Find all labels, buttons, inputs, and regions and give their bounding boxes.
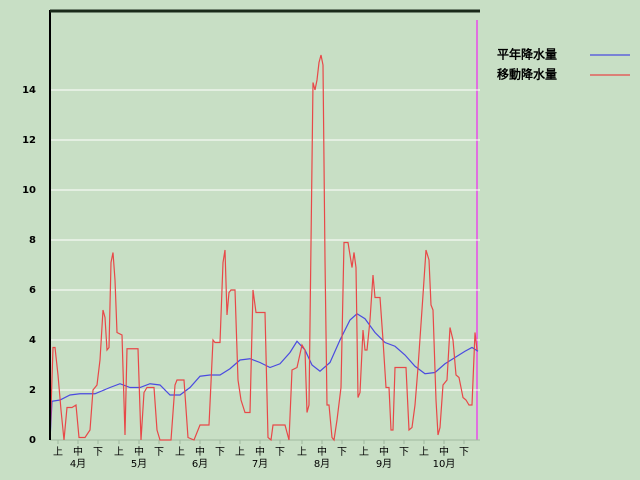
x-tick-label: 下 [154,447,164,458]
x-tick-label: 中 [195,445,205,458]
y-tick-label: 2 [29,385,36,396]
y-tick-label: 8 [29,235,36,246]
y-tick-label: 4 [29,335,36,346]
x-tick-label: 中 [255,445,265,458]
x-tick-label: 中 [317,445,327,458]
x-tick-label: 中 [379,445,389,458]
series-line [49,54,478,442]
x-tick-label: 上 [175,446,185,458]
legend-label: 平年降水量 [497,47,557,62]
month-label: 9月 [376,458,392,470]
month-label: 8月 [314,458,330,470]
series-line [49,313,479,441]
x-tick-label: 上 [419,446,429,458]
x-tick-label: 上 [359,446,369,458]
x-tick-label: 下 [399,447,409,458]
month-label: 4月 [70,458,86,470]
x-tick-label: 中 [134,445,144,458]
x-tick-label: 下 [459,447,469,458]
x-tick-label: 上 [114,446,124,458]
y-tick-label: 14 [22,85,36,96]
x-tick-label: 中 [439,445,449,458]
x-tick-label: 下 [93,447,103,458]
month-label: 7月 [252,458,268,470]
x-tick-label: 中 [73,445,83,458]
x-tick-label: 下 [215,447,225,458]
x-tick-label: 下 [275,447,285,458]
y-tick-label: 6 [29,285,36,296]
legend-label: 移動降水量 [497,67,557,82]
month-label: 10月 [433,458,456,470]
x-tick-label: 上 [297,446,307,458]
x-tick-label: 上 [235,446,245,458]
month-label: 6月 [192,458,208,470]
y-tick-label: 12 [22,135,36,146]
x-tick-label: 下 [337,447,347,458]
x-tick-label: 上 [53,446,63,458]
y-tick-label: 0 [29,435,36,446]
month-label: 5月 [131,458,147,470]
y-tick-label: 10 [22,185,36,196]
